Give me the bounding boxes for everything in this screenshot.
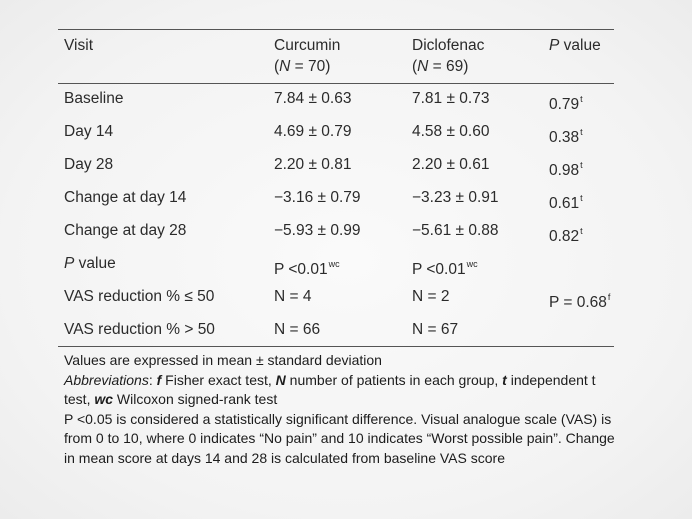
row-baseline-diclofenac: 7.81 ± 0.73 (412, 90, 490, 107)
header-diclofenac: Diclofenac (412, 37, 485, 54)
table-bottom-rule (58, 346, 614, 347)
row-baseline-visit: Baseline (64, 90, 124, 107)
row-vas-le50-p-sup: f (607, 292, 611, 302)
row-change14-p-sup: t (580, 193, 583, 203)
row-day28-p-sup: t (580, 160, 583, 170)
abbr-n-text: number of patients in each group, (285, 371, 503, 388)
row-vas-le50-curcumin: N = 4 (274, 288, 312, 305)
row-pvalue-label-italic: P (64, 255, 75, 272)
row-day28-diclofenac: 2.20 ± 0.61 (412, 156, 490, 173)
abbr-label: Abbreviations (64, 371, 149, 388)
row-pvalue-curcumin-value: P <0.01 (274, 261, 328, 278)
row-change14-p: 0.61t (549, 189, 583, 213)
header-curcumin-n: (N = 70) (274, 58, 331, 75)
row-pvalue-curcumin-sup: wc (328, 259, 340, 269)
row-pvalue-curcumin: P <0.01wc (274, 255, 340, 279)
row-day14-curcumin: 4.69 ± 0.79 (274, 123, 352, 140)
row-change28-visit: Change at day 28 (64, 222, 187, 239)
footnote-significance: P <0.05 is considered a statistically si… (64, 410, 615, 466)
row-change28-diclofenac: −5.61 ± 0.88 (412, 222, 499, 239)
row-baseline-p: 0.79t (549, 90, 583, 114)
row-change14-visit: Change at day 14 (64, 189, 187, 206)
row-vas-le50-label: VAS reduction % ≤ 50 (64, 288, 215, 305)
row-change28-p-value: 0.82 (549, 228, 580, 245)
row-baseline-p-sup: t (580, 94, 583, 104)
row-vas-gt50-curcumin: N = 66 (274, 321, 321, 338)
header-curcumin-n-value: = 70) (290, 58, 331, 75)
row-day14-p: 0.38t (549, 123, 583, 147)
table-top-rule (58, 29, 614, 30)
row-day14-diclofenac: 4.58 ± 0.60 (412, 123, 490, 140)
abbr-f: f (156, 371, 162, 388)
row-vas-le50-diclofenac: N = 2 (412, 288, 450, 305)
row-baseline-curcumin: 7.84 ± 0.63 (274, 90, 352, 107)
abbr-f-text: Fisher exact test, (161, 371, 276, 388)
table-header-rule (58, 83, 614, 84)
row-change14-p-value: 0.61 (549, 195, 580, 212)
row-change28-p: 0.82t (549, 222, 583, 246)
row-change14-curcumin: −3.16 ± 0.79 (274, 189, 361, 206)
row-day28-p-value: 0.98 (549, 162, 580, 179)
abbr-wc: wc (94, 391, 114, 407)
header-diclofenac-n-value: = 69) (428, 58, 469, 75)
header-pvalue-rest: value (559, 37, 601, 54)
row-day14-p-value: 0.38 (549, 129, 580, 146)
row-vas-gt50-diclofenac: N = 67 (412, 321, 459, 338)
row-day28-p: 0.98t (549, 156, 583, 180)
table-footnotes: Values are expressed in mean ± standard … (64, 351, 624, 468)
row-pvalue-label: P value (64, 255, 116, 273)
header-curcumin-n-label: N (279, 58, 291, 75)
row-day28-visit: Day 28 (64, 156, 114, 173)
row-baseline-p-value: 0.79 (549, 96, 580, 113)
header-pvalue: P value (549, 37, 601, 55)
row-day14-p-sup: t (580, 127, 583, 137)
footnote-abbreviations: Abbreviations: f Fisher exact test, N nu… (64, 371, 596, 408)
abbr-t: t (502, 371, 507, 388)
row-change28-p-sup: t (580, 226, 583, 236)
row-change14-diclofenac: −3.23 ± 0.91 (412, 189, 499, 206)
abbr-wc-text: Wilcoxon signed-rank test (113, 391, 278, 407)
row-pvalue-diclofenac: P <0.01wc (412, 255, 478, 279)
header-diclofenac-n: (N = 69) (412, 58, 469, 75)
header-diclofenac-n-label: N (417, 58, 429, 75)
row-vas-gt50-label: VAS reduction % > 50 (64, 321, 215, 338)
row-vas-le50-p-value: P = 0.68 (549, 294, 607, 311)
row-pvalue-diclofenac-sup: wc (466, 259, 478, 269)
header-pvalue-italic: P (549, 37, 560, 54)
row-pvalue-diclofenac-value: P <0.01 (412, 261, 466, 278)
row-day28-curcumin: 2.20 ± 0.81 (274, 156, 352, 173)
row-vas-le50-p: P = 0.68f (549, 288, 610, 312)
row-day14-visit: Day 14 (64, 123, 114, 140)
header-visit: Visit (64, 37, 94, 54)
abbr-t-text: independent t test, (64, 371, 596, 408)
header-curcumin: Curcumin (274, 37, 341, 54)
row-pvalue-label-rest: value (74, 255, 116, 272)
abbr-n: N (275, 371, 286, 388)
row-change28-curcumin: −5.93 ± 0.99 (274, 222, 361, 239)
footnote-values: Values are expressed in mean ± standard … (64, 352, 382, 368)
